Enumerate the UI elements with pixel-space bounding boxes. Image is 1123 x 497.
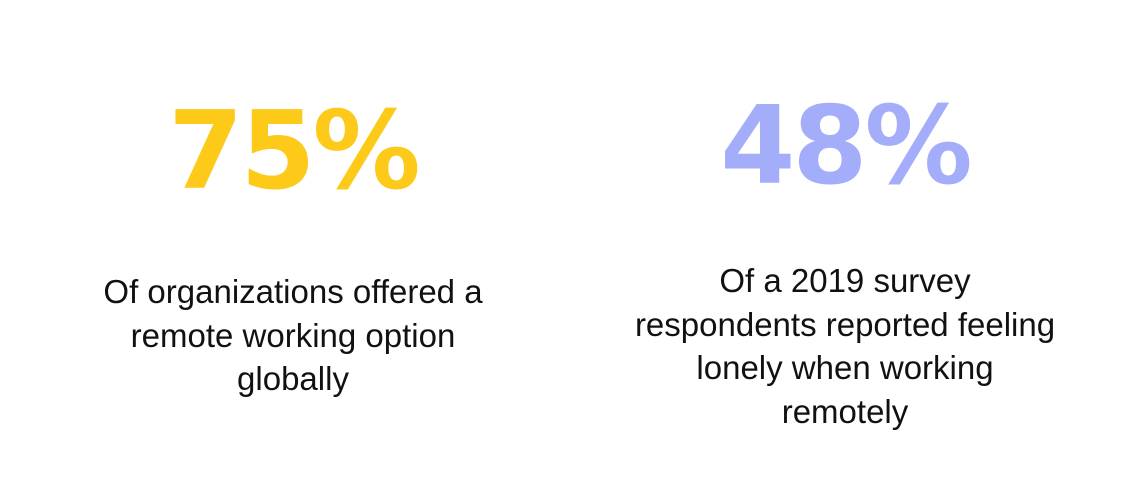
stat-caption-lonely-remote-workers: Of a 2019 survey respondents reported fe… [634,262,1056,430]
stat-value-75-percent: 75% [168,89,421,214]
stat-caption-remote-work-offered: Of organizations offered a remote workin… [103,273,483,397]
stat-value-48-percent: 48% [720,84,973,209]
